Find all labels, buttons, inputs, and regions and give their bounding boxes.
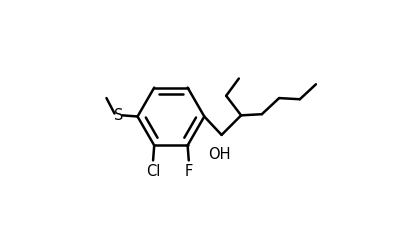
Text: S: S: [114, 108, 123, 123]
Text: OH: OH: [208, 147, 231, 162]
Text: F: F: [185, 164, 193, 179]
Text: Cl: Cl: [146, 164, 160, 179]
